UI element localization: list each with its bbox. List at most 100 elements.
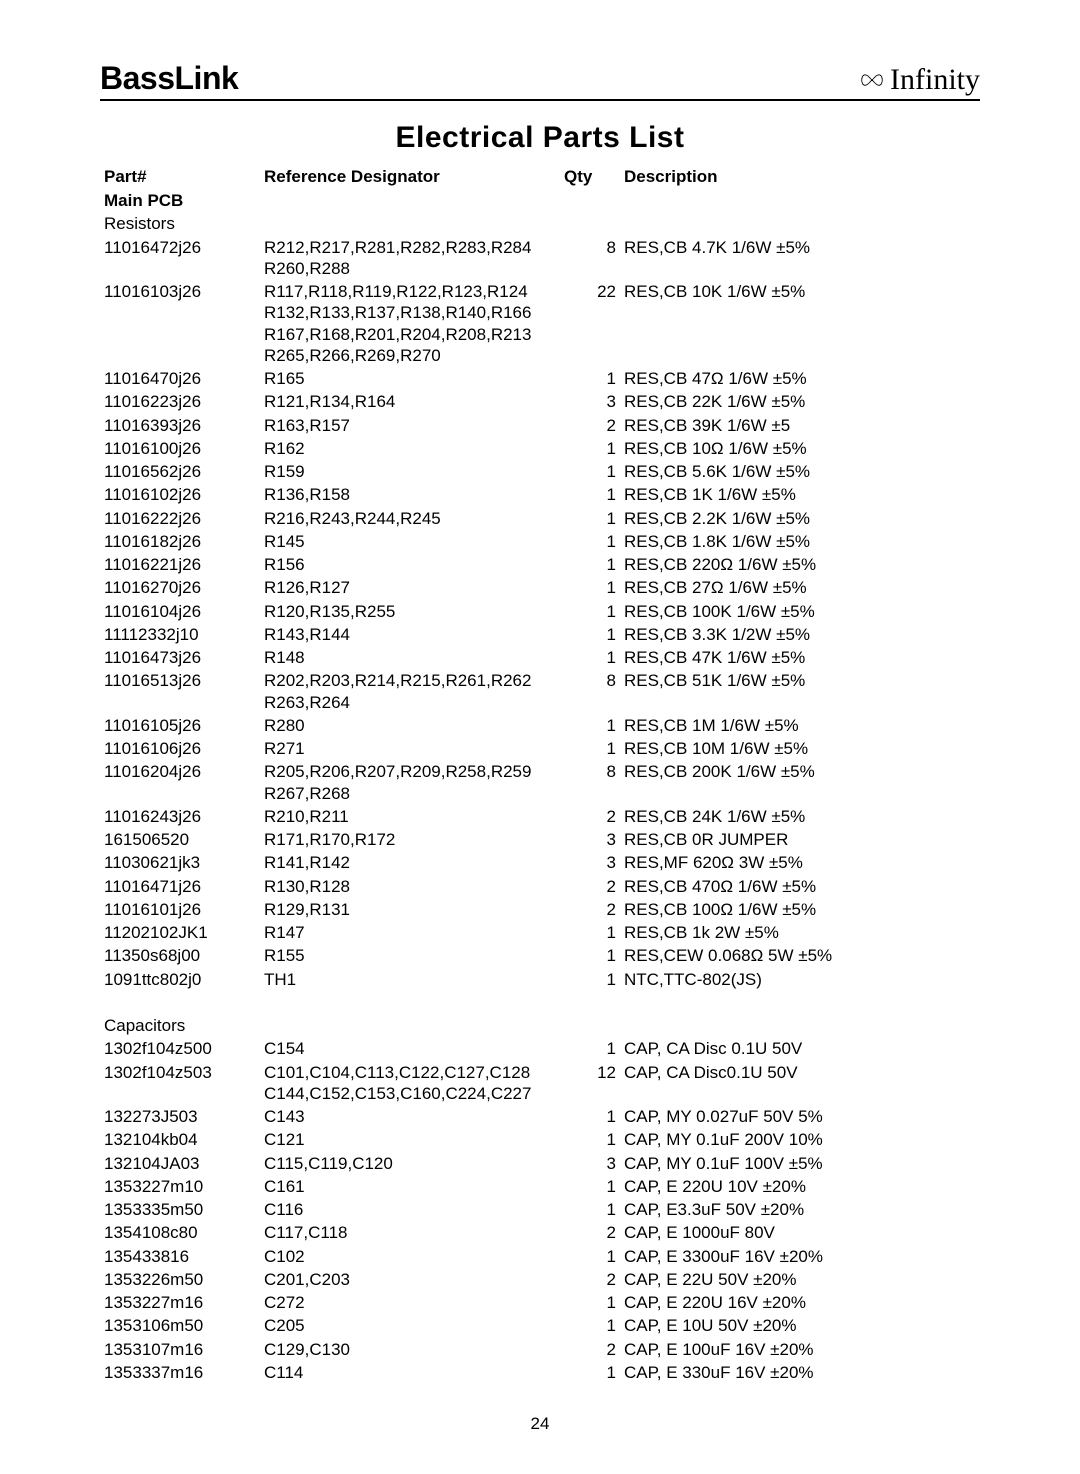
page-title: Electrical Parts List <box>100 121 980 155</box>
table-row: 1302f104z503C101,C104,C113,C122,C127,C12… <box>100 1061 980 1106</box>
brand-right: Infinity <box>858 63 980 97</box>
cell-part: 11016182j26 <box>100 530 260 553</box>
cell-desc: CAP, E 220U 10V ±20% <box>620 1175 980 1198</box>
table-row: 161506520R171,R170,R1723RES,CB 0R JUMPER <box>100 828 980 851</box>
cell-qty: 1 <box>560 507 620 530</box>
table-row: 11016182j26R1451RES,CB 1.8K 1/6W ±5% <box>100 530 980 553</box>
cell-desc: RES,CB 220Ω 1/6W ±5% <box>620 553 980 576</box>
cell-part: 11016105j26 <box>100 714 260 737</box>
cell-qty: 8 <box>560 236 620 281</box>
cell-qty: 1 <box>560 553 620 576</box>
parts-table: Part# Reference Designator Qty Descripti… <box>100 165 980 1384</box>
cell-ref: C116 <box>260 1198 560 1221</box>
infinity-icon <box>858 66 886 94</box>
table-row: 11016243j26R210,R2112RES,CB 24K 1/6W ±5% <box>100 805 980 828</box>
cell-part: 11016243j26 <box>100 805 260 828</box>
cell-part: 11016393j26 <box>100 414 260 437</box>
cell-qty: 1 <box>560 1128 620 1151</box>
cell-ref: R159 <box>260 460 560 483</box>
col-desc: Description <box>620 165 980 189</box>
cell-desc: CAP, E 1000uF 80V <box>620 1221 980 1244</box>
cell-ref: R136,R158 <box>260 483 560 506</box>
cell-qty: 1 <box>560 968 620 991</box>
cell-ref: R129,R131 <box>260 898 560 921</box>
table-row: 11016223j26R121,R134,R1643RES,CB 22K 1/6… <box>100 390 980 413</box>
cell-qty: 1 <box>560 623 620 646</box>
cell-ref: R120,R135,R255 <box>260 600 560 623</box>
table-row: 11016513j26R202,R203,R214,R215,R261,R262… <box>100 669 980 714</box>
cell-desc: RES,CB 200K 1/6W ±5% <box>620 760 980 805</box>
cell-desc: RES,CB 39K 1/6W ±5 <box>620 414 980 437</box>
cell-part: 1091ttc802j0 <box>100 968 260 991</box>
cell-qty: 12 <box>560 1061 620 1106</box>
cell-ref: R202,R203,R214,R215,R261,R262 R263,R264 <box>260 669 560 714</box>
cell-qty: 3 <box>560 828 620 851</box>
cell-ref: R271 <box>260 737 560 760</box>
cell-part: 132104kb04 <box>100 1128 260 1151</box>
cell-desc: CAP, MY 0.1uF 100V ±5% <box>620 1152 980 1175</box>
cell-ref: C143 <box>260 1105 560 1128</box>
cell-part: 1302f104z503 <box>100 1061 260 1106</box>
col-qty: Qty <box>560 165 620 189</box>
cell-desc: CAP, E 330uF 16V ±20% <box>620 1361 980 1384</box>
cell-ref: C114 <box>260 1361 560 1384</box>
cell-qty: 22 <box>560 280 620 367</box>
table-row: 11016204j26R205,R206,R207,R209,R258,R259… <box>100 760 980 805</box>
cell-part: 11016100j26 <box>100 437 260 460</box>
table-row: 11030621jk3R141,R1423RES,MF 620Ω 3W ±5% <box>100 851 980 874</box>
cell-part: 161506520 <box>100 828 260 851</box>
cell-desc: CAP, CA Disc0.1U 50V <box>620 1061 980 1106</box>
group-subtitle: Capacitors <box>100 1014 980 1037</box>
cell-ref: TH1 <box>260 968 560 991</box>
cell-ref: R148 <box>260 646 560 669</box>
cell-qty: 1 <box>560 530 620 553</box>
cell-qty: 1 <box>560 600 620 623</box>
cell-desc: RES,CB 100Ω 1/6W ±5% <box>620 898 980 921</box>
cell-qty: 1 <box>560 367 620 390</box>
cell-qty: 1 <box>560 1314 620 1337</box>
table-row: 1353226m50C201,C2032CAP, E 22U 50V ±20% <box>100 1268 980 1291</box>
cell-ref: R156 <box>260 553 560 576</box>
cell-qty: 1 <box>560 714 620 737</box>
table-row: 11016104j26R120,R135,R2551RES,CB 100K 1/… <box>100 600 980 623</box>
table-row: 11202102JK1R1471RES,CB 1k 2W ±5% <box>100 921 980 944</box>
cell-part: 11016562j26 <box>100 460 260 483</box>
cell-desc: CAP, CA Disc 0.1U 50V <box>620 1037 980 1060</box>
cell-part: 11016473j26 <box>100 646 260 669</box>
cell-qty: 1 <box>560 1037 620 1060</box>
cell-ref: R145 <box>260 530 560 553</box>
cell-part: 135433816 <box>100 1245 260 1268</box>
cell-part: 11112332j10 <box>100 623 260 646</box>
cell-desc: RES,CB 1M 1/6W ±5% <box>620 714 980 737</box>
table-row: 1353337m16C1141CAP, E 330uF 16V ±20% <box>100 1361 980 1384</box>
cell-desc: RES,CB 470Ω 1/6W ±5% <box>620 875 980 898</box>
cell-qty: 2 <box>560 805 620 828</box>
cell-qty: 2 <box>560 898 620 921</box>
cell-part: 11016470j26 <box>100 367 260 390</box>
group-subtitle-row: Capacitors <box>100 1014 980 1037</box>
cell-qty: 1 <box>560 1291 620 1314</box>
cell-qty: 1 <box>560 483 620 506</box>
cell-ref: R280 <box>260 714 560 737</box>
cell-part: 1353227m10 <box>100 1175 260 1198</box>
table-row: 132104JA03C115,C119,C1203CAP, MY 0.1uF 1… <box>100 1152 980 1175</box>
cell-desc: CAP, E 220U 16V ±20% <box>620 1291 980 1314</box>
cell-part: 1353335m50 <box>100 1198 260 1221</box>
section-title: Main PCB <box>100 189 980 212</box>
cell-desc: RES,CB 10K 1/6W ±5% <box>620 280 980 367</box>
cell-part: 11030621jk3 <box>100 851 260 874</box>
cell-part: 1354108c80 <box>100 1221 260 1244</box>
cell-desc: CAP, E3.3uF 50V ±20% <box>620 1198 980 1221</box>
cell-desc: RES,CB 51K 1/6W ±5% <box>620 669 980 714</box>
cell-ref: R143,R144 <box>260 623 560 646</box>
table-row: 1354108c80C117,C1182CAP, E 1000uF 80V <box>100 1221 980 1244</box>
cell-ref: R155 <box>260 944 560 967</box>
cell-qty: 1 <box>560 646 620 669</box>
cell-desc: CAP, E 3300uF 16V ±20% <box>620 1245 980 1268</box>
cell-part: 11016513j26 <box>100 669 260 714</box>
cell-part: 11016471j26 <box>100 875 260 898</box>
cell-qty: 1 <box>560 576 620 599</box>
table-row: 11016100j26R1621RES,CB 10Ω 1/6W ±5% <box>100 437 980 460</box>
cell-qty: 3 <box>560 851 620 874</box>
cell-part: 11016106j26 <box>100 737 260 760</box>
